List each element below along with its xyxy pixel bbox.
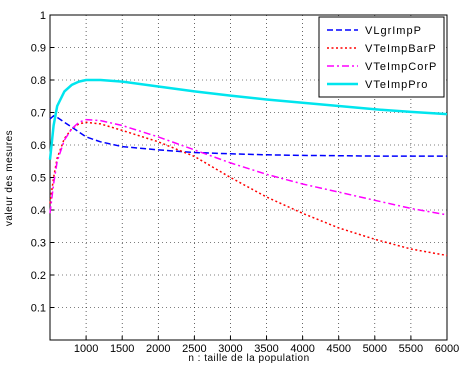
y-tick-label: 0.1: [31, 303, 46, 315]
x-tick-label: 2000: [146, 343, 170, 355]
legend-label: VTeImpBarP: [365, 43, 437, 55]
series-line-vteimpbarp: [49, 121, 448, 257]
x-tick-label: 5500: [399, 343, 423, 355]
y-axis-label: valeur des mesures: [4, 130, 15, 226]
y-tick-label: 0.6: [31, 140, 46, 152]
x-tick-label: 1000: [74, 343, 98, 355]
y-tick-label: 0.9: [31, 43, 46, 55]
x-axis-ticks: 1000 1500 2000 2500 3000 3500 4000 4500 5000 5500…: [74, 336, 459, 355]
y-tick-label: 1: [40, 10, 46, 22]
y-tick-label: 0.2: [31, 270, 46, 282]
x-tick-label: 1500: [110, 343, 134, 355]
legend: VLgrImpP VTeImpBarP VTeImpCorP VTeImpPro: [318, 16, 445, 98]
y-tick-label: 0.8: [31, 75, 46, 87]
x-tick-label: 5000: [363, 343, 387, 355]
series-lines: [48, 78, 448, 257]
series-line-vlgrimpp: [49, 115, 447, 157]
x-axis-label: n : taille de la population: [188, 353, 309, 364]
x-tick-label: 3000: [218, 343, 242, 355]
x-tick-label: 4500: [326, 343, 350, 355]
legend-label: VTeImpCorP: [365, 61, 437, 73]
y-tick-label: 0.3: [31, 238, 46, 250]
series-line-vteimppro: [48, 78, 448, 160]
x-tick-label: 3500: [254, 343, 278, 355]
series-line-vteimpcorp: [49, 118, 448, 216]
y-tick-label: 0.7: [31, 108, 46, 120]
legend-label: VTeImpPro: [365, 79, 428, 91]
x-tick-label: 6000: [435, 343, 459, 355]
y-axis-ticks: 0.1 0.2 0.3 0.4 0.5 0.6 0.7 0.8 0.9 1: [31, 10, 54, 315]
x-tick-label: 4000: [290, 343, 314, 355]
y-tick-label: 0.4: [31, 205, 46, 217]
y-tick-label: 0.5: [31, 173, 46, 185]
legend-label: VLgrImpP: [365, 25, 422, 37]
x-tick-label: 2500: [182, 343, 206, 355]
